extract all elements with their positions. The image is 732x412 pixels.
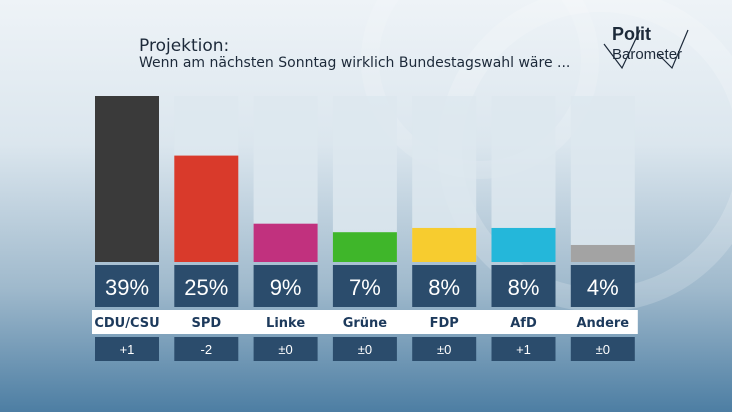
logo-text-line2: Barometer (612, 46, 683, 63)
party-label-spd: SPD (191, 316, 221, 331)
change-box-fdp (412, 337, 477, 361)
chart-subtitle: Wenn am nächsten Sonntag wirklich Bundes… (139, 55, 571, 71)
value-label-cdu-csu: 39% (105, 275, 149, 300)
bar-fdp (412, 227, 477, 262)
change-label-grüne: ±0 (358, 342, 372, 357)
value-box-spd (174, 265, 239, 307)
change-label-andere: ±0 (596, 342, 610, 357)
bar-grüne (332, 232, 397, 262)
bar-cdu-csu (95, 96, 159, 262)
change-box-andere (570, 337, 635, 361)
value-box-afd (491, 265, 556, 307)
change-label-fdp: ±0 (437, 342, 451, 357)
chart-title: Projektion: (139, 36, 230, 56)
value-box-linke (253, 265, 318, 307)
party-label-cdu-csu: CDU/CSU (94, 316, 159, 331)
bar-andere (570, 244, 635, 262)
change-box-afd (491, 337, 556, 361)
change-label-cdu-csu: +1 (120, 342, 135, 357)
change-label-afd: +1 (516, 342, 531, 357)
value-box-cdu-csu (95, 265, 159, 307)
value-box-grüne (332, 265, 397, 307)
bar-spd (174, 155, 239, 262)
party-label-strip (92, 310, 638, 334)
party-label-linke: Linke (266, 316, 305, 331)
bar-linke (253, 223, 318, 262)
value-box-fdp (412, 265, 477, 307)
party-label-grüne: Grüne (343, 316, 388, 331)
change-box-linke (253, 337, 318, 361)
logo-check-icon (603, 29, 689, 70)
change-label-linke: ±0 (278, 342, 292, 357)
change-box-spd (174, 337, 239, 361)
logo-text-line1: Polit (612, 24, 651, 44)
value-label-grüne: 7% (349, 275, 381, 300)
change-label-spd: -2 (201, 342, 213, 357)
value-label-afd: 8% (508, 275, 540, 300)
change-box-cdu-csu (95, 337, 159, 361)
politbarometer-logo: Polit Barometer (600, 24, 692, 74)
value-label-fdp: 8% (428, 275, 460, 300)
value-label-spd: 25% (184, 275, 228, 300)
change-box-grüne (332, 337, 397, 361)
party-label-afd: AfD (510, 316, 537, 331)
bar-afd (491, 227, 556, 262)
bar-track-andere (570, 96, 635, 262)
party-label-fdp: FDP (430, 316, 459, 331)
party-label-andere: Andere (576, 316, 629, 331)
value-label-andere: 4% (587, 275, 619, 300)
value-box-andere (570, 265, 635, 307)
value-label-linke: 9% (270, 275, 302, 300)
